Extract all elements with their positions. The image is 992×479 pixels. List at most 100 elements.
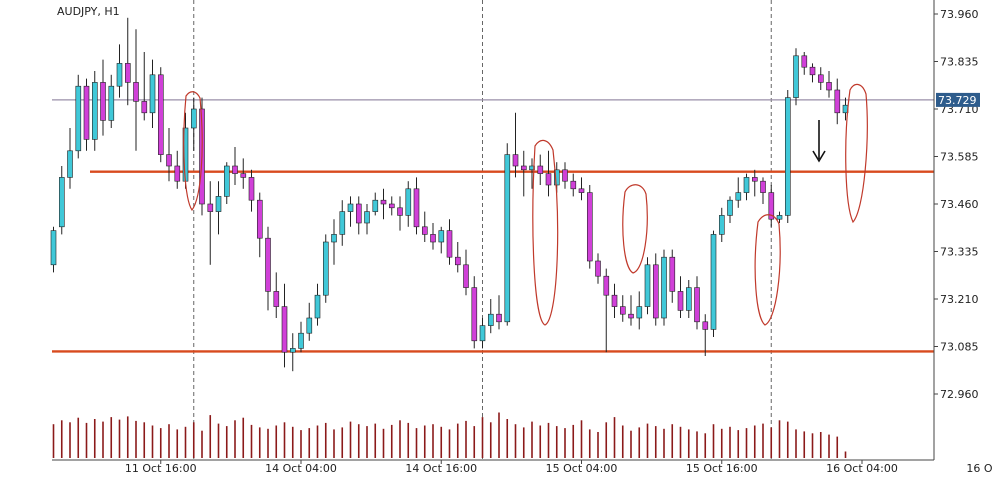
candle: [273, 272, 280, 318]
candle-body: [108, 85, 115, 121]
candle-body: [776, 215, 783, 220]
candle: [248, 169, 255, 212]
candle: [537, 154, 544, 185]
candle: [75, 74, 82, 159]
candle: [479, 318, 486, 349]
candle-body: [224, 165, 230, 197]
candle-body: [644, 264, 651, 307]
candle: [512, 112, 519, 178]
candle: [281, 283, 288, 368]
candle-body: [397, 207, 403, 216]
candle: [116, 44, 123, 98]
candle-body: [355, 203, 362, 224]
candle-body: [166, 154, 172, 167]
candle: [496, 295, 502, 330]
candle-body: [75, 85, 82, 152]
candle-body: [694, 287, 700, 323]
candle-body: [661, 256, 667, 319]
candle: [694, 276, 700, 330]
candle: [166, 128, 172, 182]
candle-body: [702, 321, 709, 330]
candle-body: [430, 234, 436, 243]
candle-body: [438, 230, 445, 243]
candle: [289, 333, 296, 372]
candle: [388, 196, 395, 216]
candle-body: [232, 165, 238, 174]
candle-body: [446, 230, 453, 258]
candle-body: [537, 165, 544, 174]
candle-body: [372, 199, 379, 212]
candle: [438, 226, 445, 254]
candle: [372, 192, 379, 216]
candle: [50, 226, 57, 273]
candle: [826, 71, 832, 98]
candle-body: [834, 89, 841, 114]
annotation-layer: [183, 83, 868, 326]
candle-body: [578, 188, 585, 193]
candle-body: [520, 165, 527, 171]
candle: [760, 177, 766, 204]
candle-body: [743, 177, 750, 193]
candle-body: [710, 234, 717, 330]
candle-body: [619, 306, 626, 315]
candle: [298, 321, 304, 353]
candle: [83, 78, 90, 151]
candle: [141, 52, 148, 121]
candle-series: [50, 17, 849, 372]
candle-body: [248, 177, 255, 201]
chart-title: AUDJPY, H1: [57, 5, 120, 18]
candle: [801, 52, 808, 75]
candle: [603, 268, 610, 353]
candle-body: [718, 215, 725, 235]
candle-body: [58, 177, 65, 228]
time-tick-label: 14 Oct 16:00: [405, 462, 477, 475]
candle: [463, 249, 469, 296]
candle: [331, 219, 337, 265]
candle-body: [191, 108, 197, 129]
candle: [322, 234, 329, 303]
candle-body: [380, 199, 387, 205]
candle: [339, 200, 346, 246]
candle-body: [314, 294, 321, 319]
candle-body: [405, 188, 412, 216]
candle-body: [512, 154, 519, 167]
volume-bars: [52, 412, 847, 458]
candle-body: [751, 177, 758, 182]
candle: [421, 211, 428, 242]
candle-body: [817, 74, 824, 83]
candle-body: [92, 82, 98, 140]
annotation-ellipse: [622, 184, 648, 274]
time-tick-labels: 11 Oct 16:00 14 Oct 04:00 14 Oct 16:00 15 O…: [125, 460, 992, 475]
candle-body: [553, 169, 560, 186]
current-price-tag-text: 73.729: [938, 94, 977, 107]
candle-body: [735, 192, 742, 201]
candle: [619, 295, 626, 322]
candle-body: [347, 203, 354, 212]
candle: [702, 314, 709, 356]
candle-body: [67, 150, 73, 178]
annotation-ellipse: [183, 91, 203, 212]
candle-body: [628, 313, 634, 319]
time-tick-label: 14 Oct 04:00: [265, 462, 337, 475]
candle-body: [669, 256, 676, 292]
price-tick-label: 73.960: [940, 8, 979, 21]
candle: [232, 147, 238, 185]
candle: [67, 128, 73, 189]
price-tick-label: 73.085: [940, 341, 979, 354]
candle: [487, 299, 494, 334]
candle: [595, 253, 601, 284]
price-tick-label: 73.835: [940, 56, 979, 69]
candle: [628, 295, 634, 326]
candle: [504, 143, 511, 326]
candle-body: [100, 82, 106, 121]
candle-body: [331, 234, 337, 243]
candle-body: [50, 230, 57, 266]
candle-body: [306, 317, 313, 334]
candle-body: [133, 82, 139, 102]
candle: [92, 71, 98, 151]
candle: [669, 249, 676, 303]
time-tick-label: 16 Oct 04:00: [826, 462, 898, 475]
candle: [520, 150, 527, 197]
candle-body: [240, 173, 247, 178]
